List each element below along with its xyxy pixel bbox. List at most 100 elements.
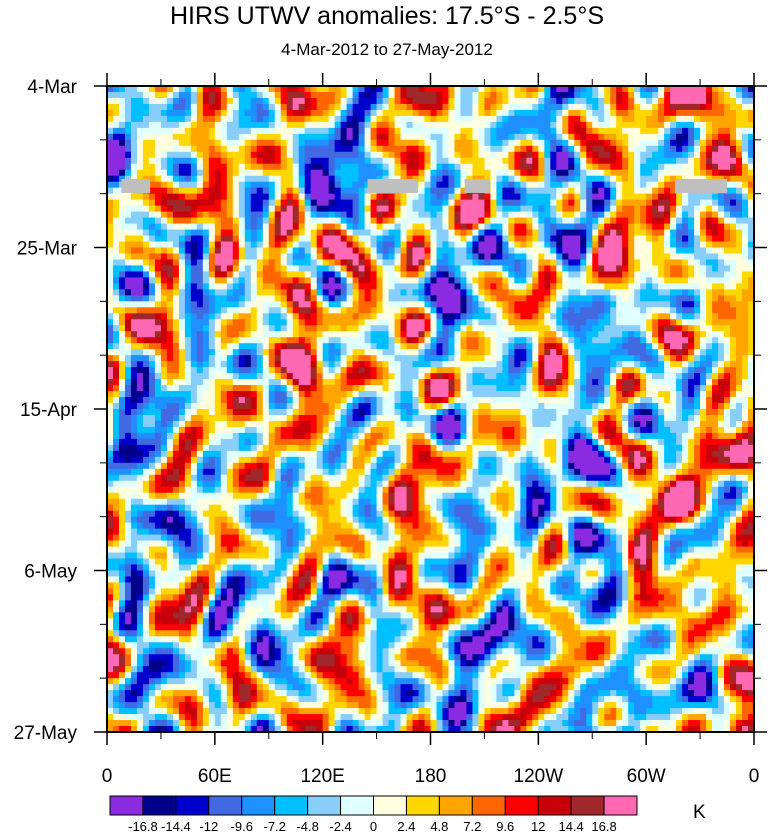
field-cell bbox=[340, 301, 348, 308]
field-cell bbox=[484, 223, 492, 231]
field-cell bbox=[562, 145, 569, 153]
field-cell bbox=[550, 319, 557, 326]
field-cell bbox=[496, 283, 503, 290]
field-cell bbox=[652, 163, 659, 171]
field-cell bbox=[622, 325, 629, 332]
field-cell bbox=[550, 343, 557, 350]
field-cell bbox=[232, 247, 240, 255]
field-cell bbox=[280, 157, 288, 165]
field-cell bbox=[382, 217, 390, 225]
field-cell bbox=[154, 355, 162, 362]
field-cell bbox=[298, 133, 306, 141]
field-cell bbox=[316, 319, 324, 326]
field-cell bbox=[730, 157, 737, 165]
field-cell bbox=[472, 133, 480, 141]
field-cell bbox=[412, 355, 420, 362]
field-cell bbox=[142, 289, 150, 296]
field-cell bbox=[700, 199, 707, 207]
field-cell bbox=[208, 193, 216, 201]
field-cell bbox=[280, 133, 288, 141]
field-cell bbox=[136, 151, 144, 159]
field-cell bbox=[748, 289, 755, 296]
field-cell bbox=[424, 247, 432, 255]
field-cell bbox=[490, 175, 497, 183]
field-cell bbox=[748, 169, 755, 177]
field-cell bbox=[562, 151, 569, 159]
field-cell bbox=[694, 277, 701, 284]
field-cell bbox=[304, 223, 312, 231]
field-cell bbox=[634, 325, 641, 332]
field-cell bbox=[178, 145, 186, 153]
field-cell bbox=[544, 319, 551, 326]
field-cell bbox=[286, 253, 294, 261]
field-cell bbox=[394, 241, 402, 249]
field-cell bbox=[172, 283, 180, 290]
field-cell bbox=[652, 181, 659, 189]
field-cell bbox=[448, 337, 456, 344]
field-cell bbox=[508, 319, 515, 326]
field-cell bbox=[424, 271, 432, 279]
field-cell bbox=[442, 163, 450, 171]
field-cell bbox=[514, 145, 521, 153]
field-cell bbox=[292, 331, 300, 338]
field-cell bbox=[376, 289, 384, 296]
field-cell bbox=[448, 235, 456, 243]
field-cell bbox=[226, 361, 234, 368]
field-cell bbox=[124, 103, 132, 111]
field-cell bbox=[640, 121, 647, 129]
field-cell bbox=[370, 86, 378, 93]
field-cell bbox=[256, 109, 264, 117]
field-cell bbox=[562, 319, 569, 326]
field-cell bbox=[364, 253, 372, 261]
field-cell bbox=[190, 211, 198, 219]
field-cell bbox=[598, 301, 605, 308]
field-cell bbox=[424, 199, 432, 207]
field-cell bbox=[484, 271, 492, 279]
field-cell bbox=[124, 361, 132, 368]
field-cell bbox=[430, 91, 438, 99]
field-cell bbox=[556, 331, 563, 338]
field-cell bbox=[472, 205, 480, 213]
field-cell bbox=[592, 145, 599, 153]
field-cell bbox=[526, 121, 533, 129]
field-cell bbox=[136, 343, 144, 350]
field-cell bbox=[136, 109, 144, 117]
field-cell bbox=[298, 175, 306, 183]
field-cell bbox=[574, 277, 581, 284]
field-cell bbox=[394, 91, 402, 99]
field-cell bbox=[202, 283, 210, 290]
field-cell bbox=[544, 235, 551, 243]
field-cell bbox=[496, 277, 503, 284]
field-cell bbox=[232, 319, 240, 326]
field-cell bbox=[592, 295, 599, 302]
field-cell bbox=[712, 115, 719, 123]
field-cell bbox=[202, 211, 210, 219]
field-cell bbox=[658, 217, 665, 225]
field-cell bbox=[340, 283, 348, 290]
field-cell bbox=[454, 271, 462, 279]
field-cell bbox=[112, 289, 120, 296]
field-cell bbox=[340, 193, 348, 201]
field-cell bbox=[664, 277, 671, 284]
field-cell bbox=[262, 127, 270, 135]
field-cell bbox=[484, 145, 492, 153]
field-cell bbox=[538, 199, 545, 207]
field-cell bbox=[454, 265, 462, 273]
field-cell bbox=[292, 349, 300, 356]
field-cell bbox=[664, 103, 671, 111]
field-cell bbox=[376, 205, 384, 213]
field-cell bbox=[730, 121, 737, 129]
field-cell bbox=[718, 283, 725, 290]
field-cell bbox=[502, 295, 509, 302]
field-cell bbox=[646, 271, 653, 279]
field-cell bbox=[136, 337, 144, 344]
field-cell bbox=[244, 121, 252, 129]
field-cell bbox=[388, 133, 396, 141]
field-cell bbox=[304, 247, 312, 255]
field-cell bbox=[160, 223, 168, 231]
field-cell bbox=[286, 211, 294, 219]
field-cell bbox=[694, 91, 701, 99]
field-cell bbox=[592, 163, 599, 171]
field-cell bbox=[388, 253, 396, 261]
field-cell bbox=[730, 271, 737, 279]
